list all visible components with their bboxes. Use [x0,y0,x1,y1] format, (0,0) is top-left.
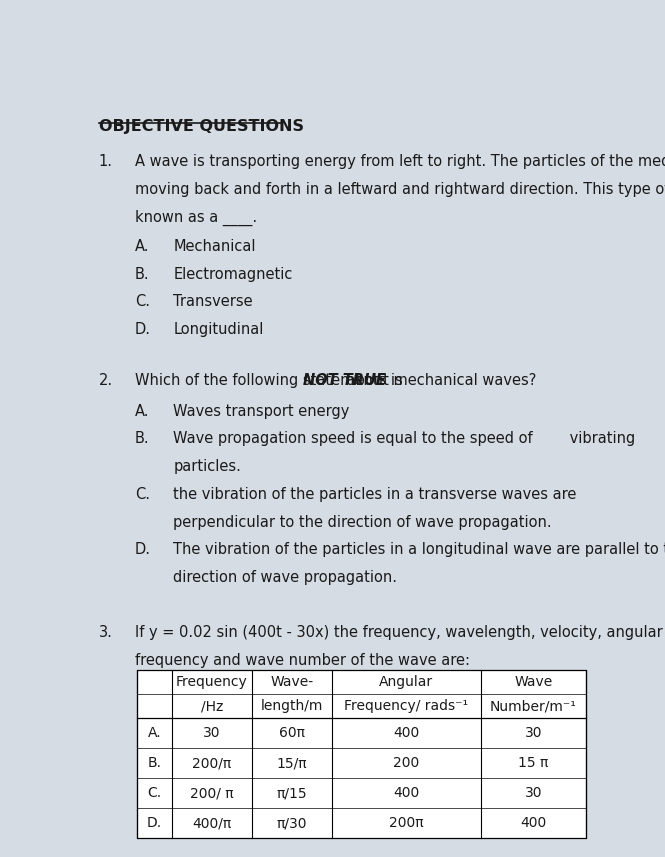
Text: perpendicular to the direction of wave propagation.: perpendicular to the direction of wave p… [174,514,552,530]
Text: Mechanical: Mechanical [174,239,256,254]
Text: Frequency: Frequency [176,675,248,689]
Text: Wave propagation speed is equal to the speed of        vibrating: Wave propagation speed is equal to the s… [174,431,636,446]
Text: Transverse: Transverse [174,294,253,309]
Text: 30: 30 [203,726,221,740]
Text: 200/ π: 200/ π [190,786,234,800]
Text: 200/π: 200/π [192,756,231,770]
Text: Wave-: Wave- [270,675,313,689]
Text: 30: 30 [525,786,542,800]
Text: Angular: Angular [379,675,434,689]
Text: the vibration of the particles in a transverse waves are: the vibration of the particles in a tran… [174,487,577,502]
Text: C.: C. [134,294,150,309]
Text: If y = 0.02 sin (400t - 30x) the frequency, wavelength, velocity, angular: If y = 0.02 sin (400t - 30x) the frequen… [134,626,662,640]
Text: 15 π: 15 π [518,756,549,770]
Bar [137,670,586,838]
Text: D.: D. [134,542,151,557]
Text: A.: A. [148,726,162,740]
Text: 400: 400 [520,816,547,830]
Text: NOT TRUE: NOT TRUE [303,374,386,388]
Text: about mechanical waves?: about mechanical waves? [342,374,536,388]
Text: D.: D. [134,322,151,337]
Text: Wave: Wave [514,675,553,689]
Text: D.: D. [147,816,162,830]
Text: 2.: 2. [98,374,112,388]
Text: 60π: 60π [279,726,305,740]
Text: known as a ____.: known as a ____. [134,210,257,226]
Text: frequency and wave number of the wave are:: frequency and wave number of the wave ar… [134,653,469,668]
Text: 200π: 200π [389,816,424,830]
Text: π/15: π/15 [277,786,307,800]
Text: C.: C. [148,786,162,800]
Text: B.: B. [134,431,149,446]
Text: Longitudinal: Longitudinal [174,322,264,337]
Text: B.: B. [148,756,162,770]
Text: 400/π: 400/π [192,816,231,830]
Text: B.: B. [134,267,149,282]
Text: Electromagnetic: Electromagnetic [174,267,293,282]
Text: Which of the following statements is: Which of the following statements is [134,374,407,388]
Text: A.: A. [134,404,149,419]
Text: 15/π: 15/π [277,756,307,770]
Text: Number/m⁻¹: Number/m⁻¹ [490,699,577,713]
Text: length/m: length/m [261,699,323,713]
Text: 200: 200 [393,756,420,770]
Text: direction of wave propagation.: direction of wave propagation. [174,570,397,585]
Text: π/30: π/30 [277,816,307,830]
Text: 1.: 1. [98,154,112,170]
Text: Frequency/ rads⁻¹: Frequency/ rads⁻¹ [344,699,468,713]
Text: Waves transport energy: Waves transport energy [174,404,350,419]
Text: /Hz: /Hz [201,699,223,713]
Text: A wave is transporting energy from left to right. The particles of the medium ar: A wave is transporting energy from left … [134,154,665,170]
Text: A.: A. [134,239,149,254]
Text: 400: 400 [393,786,420,800]
Text: The vibration of the particles in a longitudinal wave are parallel to the: The vibration of the particles in a long… [174,542,665,557]
Text: 400: 400 [393,726,420,740]
Text: OBJECTIVE QUESTIONS: OBJECTIVE QUESTIONS [98,119,304,135]
Text: 3.: 3. [98,626,112,640]
Text: C.: C. [134,487,150,502]
Text: 30: 30 [525,726,542,740]
Text: moving back and forth in a leftward and rightward direction. This type of wave i: moving back and forth in a leftward and … [134,182,665,197]
Text: particles.: particles. [174,459,241,474]
